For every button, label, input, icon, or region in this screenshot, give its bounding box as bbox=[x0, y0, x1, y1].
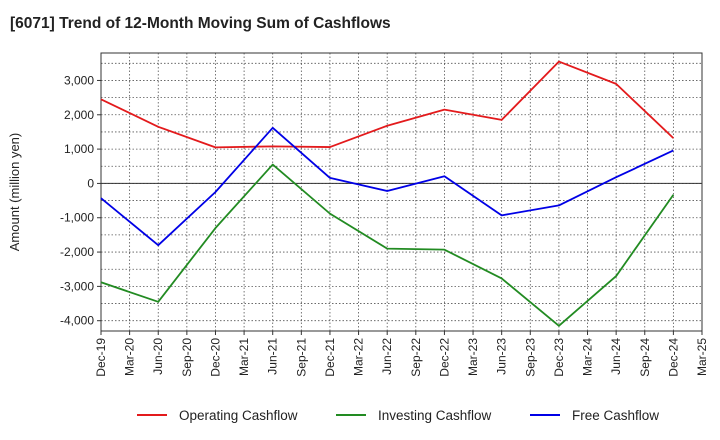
y-tick-label: 2,000 bbox=[64, 108, 94, 122]
x-tick-label: Jun-23 bbox=[495, 338, 509, 375]
y-tick-label: -2,000 bbox=[60, 245, 94, 259]
y-tick-label: 3,000 bbox=[64, 73, 94, 87]
y-tick-label: -3,000 bbox=[60, 279, 94, 293]
x-tick-label: Dec-19 bbox=[94, 338, 108, 377]
series-line-free-cashflow bbox=[100, 126, 674, 247]
y-tick-label: -1,000 bbox=[60, 211, 94, 225]
legend-label-operating: Operating Cashflow bbox=[179, 407, 298, 423]
legend-label-free: Free Cashflow bbox=[572, 407, 660, 423]
x-tick-label: Jun-21 bbox=[266, 338, 280, 375]
plot-frame bbox=[100, 52, 703, 332]
legend-swatch-investing bbox=[336, 414, 366, 416]
x-tick-label: Mar-24 bbox=[581, 338, 595, 376]
x-tick-label: Jun-20 bbox=[151, 338, 165, 375]
legend-swatch-operating bbox=[137, 414, 167, 416]
y-axis-label: Amount (million yen) bbox=[7, 133, 22, 252]
x-tick-label: Dec-23 bbox=[552, 338, 566, 377]
series-line-investing-cashflow bbox=[100, 163, 675, 327]
y-tick-label: 0 bbox=[87, 176, 94, 190]
x-tick-label: Mar-20 bbox=[123, 338, 137, 376]
x-tick-label: Jun-22 bbox=[380, 338, 394, 375]
x-tick-label: Mar-25 bbox=[695, 338, 709, 376]
legend-label-investing: Investing Cashflow bbox=[378, 407, 492, 423]
legend-swatch-free bbox=[530, 414, 560, 416]
legend-item-free: Free Cashflow bbox=[530, 404, 659, 426]
x-tick-label: Dec-20 bbox=[208, 338, 222, 377]
axes bbox=[100, 52, 703, 332]
y-tick-label: 1,000 bbox=[64, 142, 94, 156]
legend-item-operating: Operating Cashflow bbox=[137, 404, 298, 426]
x-tick-label: Sep-24 bbox=[638, 338, 652, 377]
x-tick-label: Sep-21 bbox=[294, 338, 308, 377]
y-tick-label: -4,000 bbox=[60, 314, 94, 328]
x-tick-label: Mar-21 bbox=[237, 338, 251, 376]
x-tick-label: Sep-20 bbox=[180, 338, 194, 377]
x-tick-label: Sep-23 bbox=[523, 338, 537, 377]
series-lines bbox=[100, 60, 675, 327]
x-tick-label: Dec-21 bbox=[323, 338, 337, 377]
legend-item-investing: Investing Cashflow bbox=[336, 404, 491, 426]
series-line-operating-cashflow bbox=[100, 60, 674, 149]
y-tick-labels: 3,000 2,000 1,000 0 -1,000 -2,000 -3,000 -4,000 bbox=[60, 73, 101, 328]
x-tick-label: Jun-24 bbox=[609, 338, 623, 375]
chart-title: [6071] Trend of 12-Month Moving Sum of C… bbox=[10, 15, 391, 32]
x-tick-label: Dec-22 bbox=[437, 338, 451, 377]
grid-lines bbox=[101, 53, 702, 331]
legend: Operating Cashflow Investing Cashflow Fr… bbox=[0, 404, 720, 426]
x-tick-labels: Dec-19 Mar-20 Jun-20 Sep-20 Dec-20 Mar-21 Jun-… bbox=[94, 331, 709, 377]
x-tick-label: Sep-22 bbox=[409, 338, 423, 377]
x-tick-label: Dec-24 bbox=[666, 338, 680, 377]
x-tick-label: Mar-22 bbox=[352, 338, 366, 376]
x-tick-label: Mar-23 bbox=[466, 338, 480, 376]
